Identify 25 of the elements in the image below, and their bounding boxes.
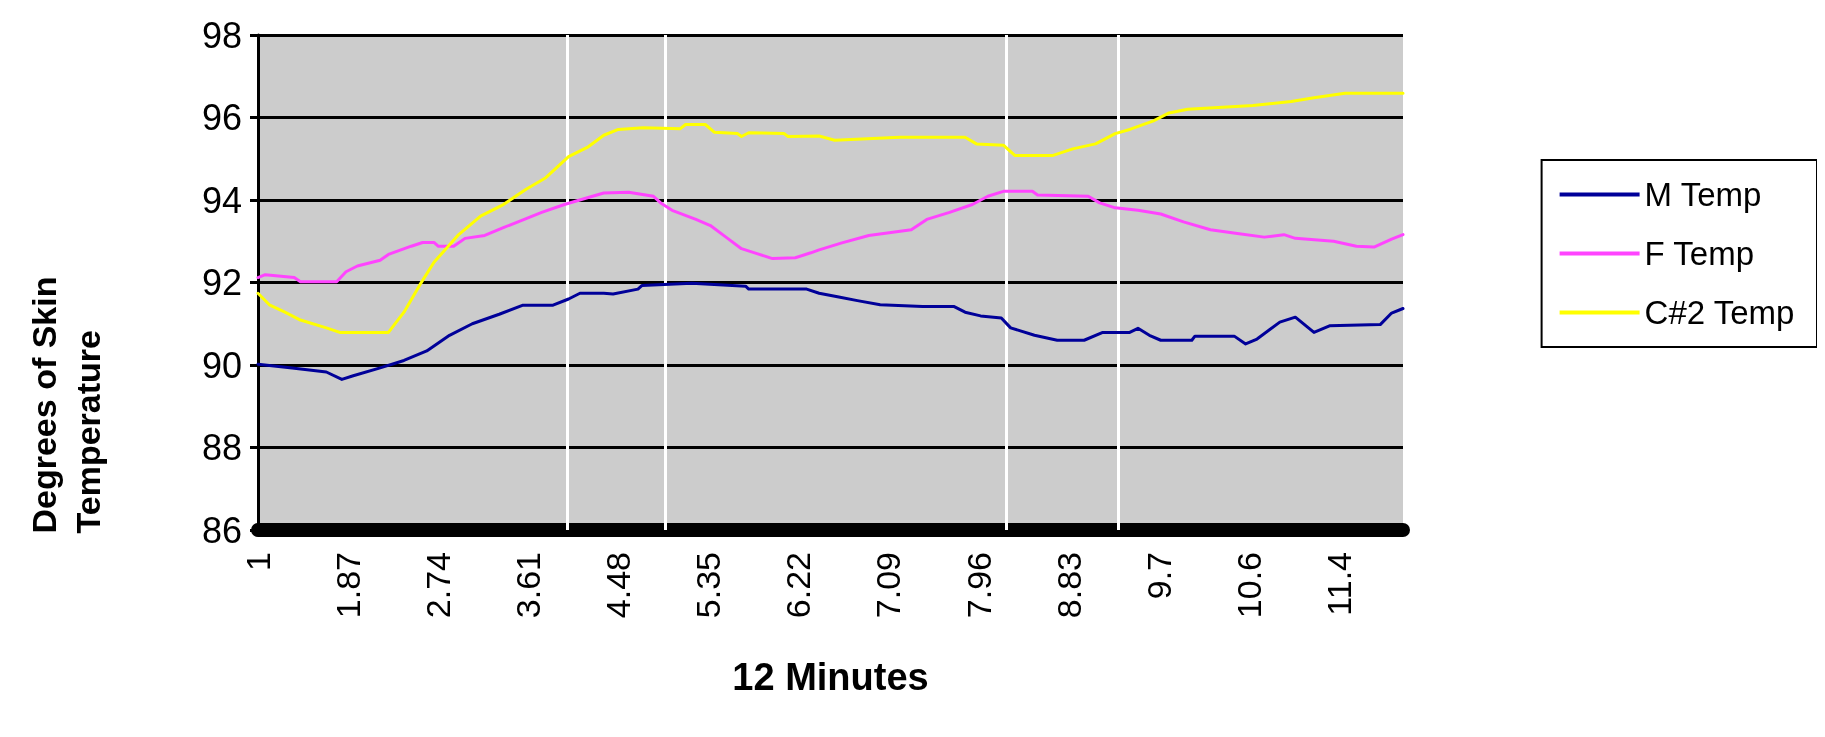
x-tick-label: 4.48 [599,552,638,619]
x-tick-label: 8.83 [1049,552,1088,619]
x-tick-label: 3.61 [509,552,548,619]
y-tick-label: 98 [201,14,242,56]
x-tick-label: 1.87 [329,552,368,619]
x-tick-label: 9.7 [1139,552,1178,600]
legend-label: F Temp [1644,235,1755,272]
y-tick-label: 90 [201,344,242,386]
y-tick-label: 94 [201,179,242,221]
x-tick-label: 2.74 [419,552,458,619]
y-tick-label: 86 [201,509,242,551]
y-tick-label: 88 [201,427,242,468]
x-tick-label: 6.22 [779,552,818,619]
x-tick-label: 10.6 [1229,552,1268,619]
legend-label: M Temp [1644,176,1762,213]
x-tick-label: 1 [239,552,277,571]
y-tick-label: 96 [201,97,242,138]
legend-label: C#2 Temp [1644,294,1795,331]
x-tick-label: 7.09 [869,552,908,619]
x-tick-label: 5.35 [689,552,728,619]
x-tick-label: 7.96 [959,552,998,619]
y-tick-label: 92 [201,262,242,303]
x-axis-title: 12 Minutes [732,656,929,698]
x-tick-label: 11.4 [1319,552,1358,616]
y-axis-title: Degrees of Skin Temperature [25,267,107,534]
